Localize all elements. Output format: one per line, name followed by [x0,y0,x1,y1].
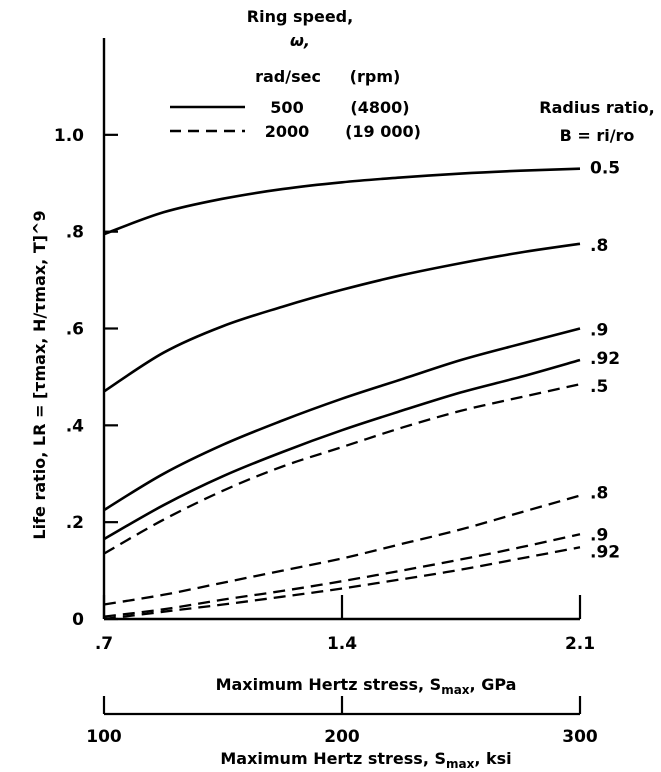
legend-title-line2: ω, [290,31,310,50]
x-axis-label-ksi: Maximum Hertz stress, Smax, ksi [220,749,511,771]
series-line-2000-p5 [103,383,581,555]
series-end-label: .8 [590,484,608,504]
series-end-label: .92 [590,349,620,369]
x-secondary-tick-label: 300 [562,727,598,747]
legend-entry1-rpm: (4800) [350,98,409,117]
y-tick-label: .4 [66,416,84,436]
legend-col2-header: (rpm) [350,67,401,86]
series-line-2000-p9 [103,533,581,618]
y-tick-label: .2 [66,513,84,533]
legend-entry2-radsec: 2000 [265,122,310,141]
x-tick-label: .7 [95,634,113,654]
series-end-label: .8 [590,236,608,256]
radius-ratio-title-line2: B = ri/ro [560,126,635,145]
series-end-label: .5 [590,377,608,397]
x-axis-label-ksi-sub: max [446,757,475,771]
y-axis-label: Life ratio, LR = [τmax, H/τmax, T]^9 [30,210,49,539]
x-axis-label-ksi-unit: , ksi [474,749,511,768]
series-line-500-0p5 [103,167,581,236]
x-tick-label: 1.4 [327,634,357,654]
y-tick-label: .8 [66,223,84,243]
x-tick-label: 2.1 [565,634,595,654]
axes: 0 .2 .4 .6 .8 1.0 .7 1.4 2.1 100 200 300 [54,38,598,747]
x-axis-label-gpa-unit: , GPa [470,675,517,694]
x-axis-label-gpa: Maximum Hertz stress, Smax, GPa [216,675,517,697]
series-line-2000-p92 [103,546,581,621]
y-tick-label: 1.0 [54,126,84,146]
legend-entry1-radsec: 500 [270,98,303,117]
series-line-500-p9 [103,327,581,512]
y-tick-label: 0 [72,610,84,630]
series-end-label: .92 [590,542,620,562]
x-secondary-tick-label: 200 [324,727,360,747]
series-line-2000-p8 [103,494,581,606]
x-axis-label-ksi-main: Maximum Hertz stress, S [220,749,446,768]
curve-labels: 0.5.8.9.92.5.8.9.92 [590,159,620,563]
legend-title-line1: Ring speed, [247,7,353,26]
legend-col1-header: rad/sec [255,67,321,86]
x-axis-label-gpa-sub: max [441,683,470,697]
series-end-label: .9 [590,321,608,341]
series-end-label: 0.5 [590,159,620,179]
y-tick-label: .6 [66,320,84,340]
series-end-label: .9 [590,525,608,545]
curves [103,167,581,621]
legend: Ring speed, ω, rad/sec (rpm) 500 (4800) … [170,7,421,141]
x-axis-label-gpa-main: Maximum Hertz stress, S [216,675,442,694]
legend-entry2-rpm: (19 000) [345,122,421,141]
series-line-500-p8 [103,242,581,393]
radius-ratio-title-line1: Radius ratio, [539,98,654,117]
x-secondary-tick-label: 100 [86,727,122,747]
series-line-500-p92 [103,358,581,541]
radius-ratio-title: Radius ratio, B = ri/ro [539,98,654,145]
